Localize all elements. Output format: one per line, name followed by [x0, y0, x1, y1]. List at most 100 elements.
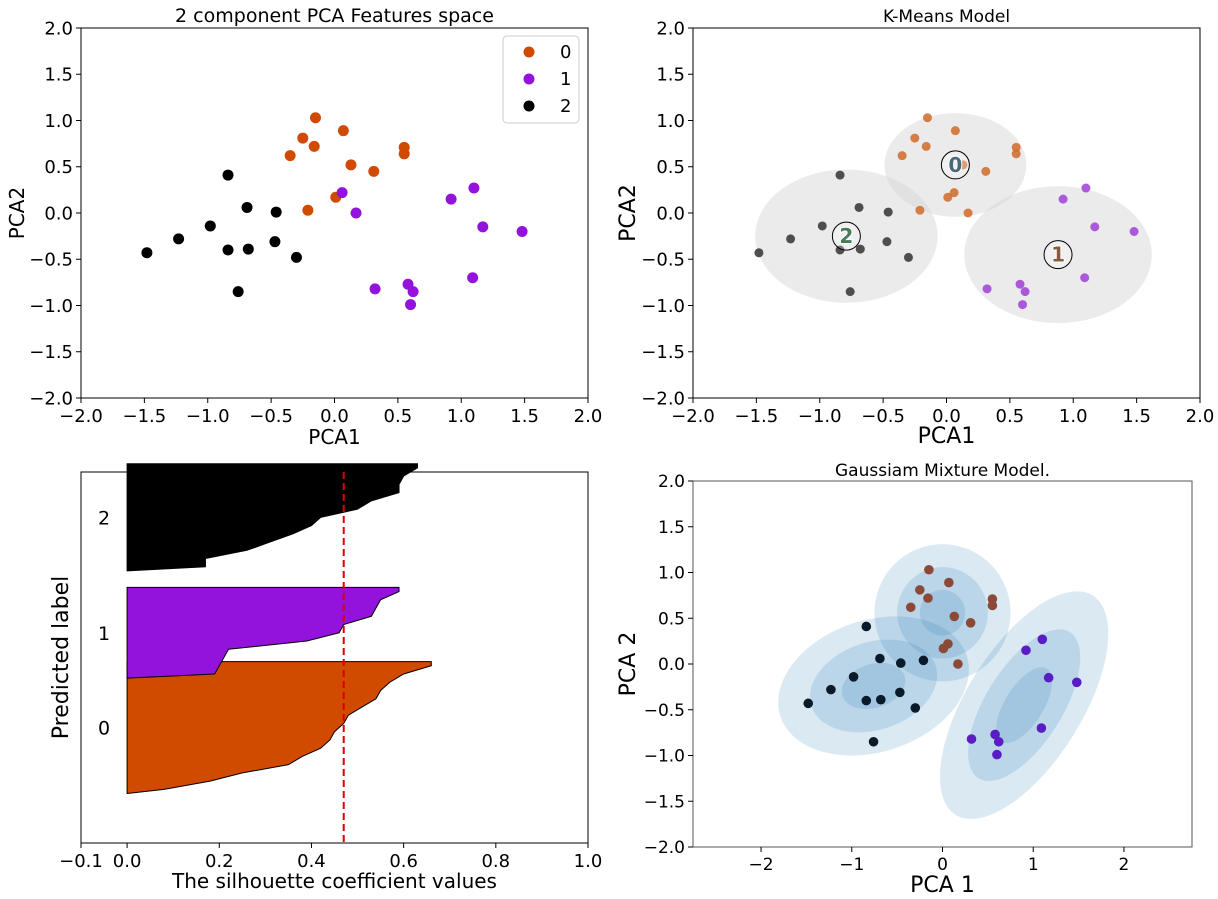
kmeans-point-cluster-1	[1129, 227, 1139, 236]
kmeans-point-cluster-0	[921, 141, 931, 151]
silhouette-xtick-label: 0.2	[205, 851, 234, 872]
kmeans-axes: 0 1 2 −2.0 −1.5 −1.0 −0.5 0.0 0.5 1.0 1.5 2.0 −2.0 −1…	[616, 7, 1214, 449]
kmeans-point-cluster-0	[1011, 149, 1021, 159]
pca-point-class-1	[468, 182, 480, 194]
gmm-component-ellipse-0	[778, 616, 969, 756]
pca-point-class-2	[241, 201, 253, 213]
kmeans-cluster-region-1	[964, 186, 1152, 324]
gmm-point-class-2	[876, 694, 886, 705]
silhouette-xtick-label: −0.1	[59, 851, 103, 872]
kmeans-point-cluster-0	[1011, 142, 1021, 152]
gmm-component-ellipse-1	[874, 544, 1011, 682]
kmeans-centroid-marker-0	[940, 150, 970, 180]
gmm-point-class-2	[861, 695, 872, 706]
silhouette-cluster-shape-1	[126, 586, 400, 679]
kmeans-point-cluster-1	[1015, 279, 1025, 289]
pca-ytick-label: 0.5	[44, 157, 73, 178]
kmeans-centroid-label-0: 0	[948, 153, 962, 177]
pca-point-class-2	[242, 243, 254, 255]
kmeans-ytick-label: 0.5	[656, 157, 685, 178]
kmeans-point-cluster-2	[845, 287, 855, 297]
kmeans-point-cluster-0	[949, 188, 959, 198]
gmm-point-class-0	[965, 618, 976, 628]
gmm-xlabel: PCA 1	[910, 873, 975, 898]
pca-xtick-label: 1.5	[510, 406, 539, 427]
gmm-point-class-2	[875, 653, 885, 664]
pca-xtick-label: 2.0	[574, 406, 603, 427]
kmeans-xtick-label: −0.5	[861, 406, 905, 427]
pca-point-class-2	[204, 220, 216, 232]
gmm-point-class-2	[910, 703, 921, 713]
pca-axes: −2.0 −1.5 −1.0 −0.5 0.0 0.5 1.0 1.5 2.0−2.0−1.5−…	[5, 5, 602, 449]
silhouette-cluster-label-2: 2	[98, 507, 110, 529]
gmm-ytick-label: −0.5	[644, 701, 685, 721]
kmeans-ytick-label: −1.5	[641, 342, 685, 363]
gmm-point-class-0	[943, 639, 953, 649]
kmeans-title: K-Means Model	[883, 7, 1010, 27]
pca-point-class-2	[141, 247, 153, 259]
silhouette-ylabel: Predicted label	[49, 576, 74, 739]
gmm-ylabel: PCA 2	[616, 632, 641, 697]
kmeans-xtick-label: 1.5	[1122, 406, 1151, 427]
silhouette-xlabel: The silhouette coefficient values	[171, 869, 497, 893]
kmeans-centroid-label-2: 2	[839, 224, 853, 248]
pca-xlabel: PCA1	[308, 425, 360, 449]
pca-point-class-2	[290, 251, 302, 263]
pca-legend-box	[502, 35, 580, 124]
kmeans-point-cluster-2	[854, 202, 864, 212]
kmeans-point-cluster-1	[1090, 222, 1100, 232]
gmm-point-class-2	[868, 736, 879, 747]
gmm-point-class-0	[924, 564, 934, 575]
pca-point-class-0	[284, 150, 296, 162]
gmm-point-class-1	[1036, 723, 1047, 733]
kmeans-point-cluster-2	[882, 237, 892, 247]
kmeans-ytick-label: 2.0	[656, 18, 685, 39]
gmm-point-class-1	[1037, 634, 1048, 645]
kmeans-cluster-region-2	[755, 169, 938, 303]
kmeans-xtick-label: 0.0	[932, 406, 961, 427]
pca-point-class-0	[398, 148, 410, 160]
pca-legend-marker-2	[523, 100, 535, 112]
gmm-ytick-label: 1.5	[658, 518, 685, 538]
pca-point-class-1	[336, 187, 348, 199]
gmm-ytick-label: 2.0	[658, 472, 685, 492]
gmm-point-class-1	[1043, 672, 1054, 683]
gmm-point-class-0	[949, 611, 960, 622]
silhouette-xtick-label: 0.4	[297, 851, 326, 872]
kmeans-point-cluster-2	[855, 244, 865, 254]
gmm-xtick-label: 2	[1119, 855, 1130, 875]
gmm-component-ellipse-2	[996, 667, 1053, 744]
kmeans-point-cluster-1	[1018, 300, 1028, 310]
kmeans-point-cluster-0	[897, 151, 907, 161]
pca-point-class-0	[302, 204, 314, 216]
pca-point-class-1	[445, 193, 457, 205]
pca-point-class-2	[232, 286, 244, 298]
kmeans-point-cluster-1	[1020, 287, 1030, 297]
pca-ytick-label: −0.5	[29, 250, 73, 271]
silhouette-cluster-shape-2	[126, 463, 418, 572]
kmeans-point-cluster-1	[1080, 273, 1090, 283]
kmeans-centroid-marker-2	[831, 221, 861, 251]
kmeans-centroid-marker-1	[1043, 240, 1073, 270]
gmm-point-class-2	[895, 687, 905, 698]
pca-legend-label-2: 2	[560, 96, 571, 117]
pca-point-class-2	[269, 236, 281, 248]
kmeans-ytick-label: −0.5	[641, 250, 685, 271]
pca-point-class-2	[173, 233, 185, 245]
pca-xtick-label: −0.5	[249, 406, 293, 427]
gmm-ytick-label: 1.0	[658, 564, 685, 584]
gmm-xtick-label: −2	[749, 855, 774, 875]
pca-xtick-label: −2.0	[59, 406, 103, 427]
pca-point-class-0	[308, 140, 320, 152]
pca-ytick-label: 0.0	[44, 203, 73, 224]
kmeans-point-cluster-2	[817, 221, 827, 231]
pca-point-class-1	[477, 221, 489, 233]
gmm-point-class-1	[1021, 645, 1031, 656]
gmm-xtick-label: 0	[937, 855, 948, 875]
gmm-point-class-0	[987, 600, 998, 611]
kmeans-point-cluster-0	[958, 160, 968, 170]
kmeans-point-cluster-2	[786, 234, 796, 244]
kmeans-cluster-region-0	[884, 113, 1027, 217]
kmeans-centroid-label-1: 1	[1051, 243, 1065, 267]
pca-point-class-1	[369, 283, 381, 295]
